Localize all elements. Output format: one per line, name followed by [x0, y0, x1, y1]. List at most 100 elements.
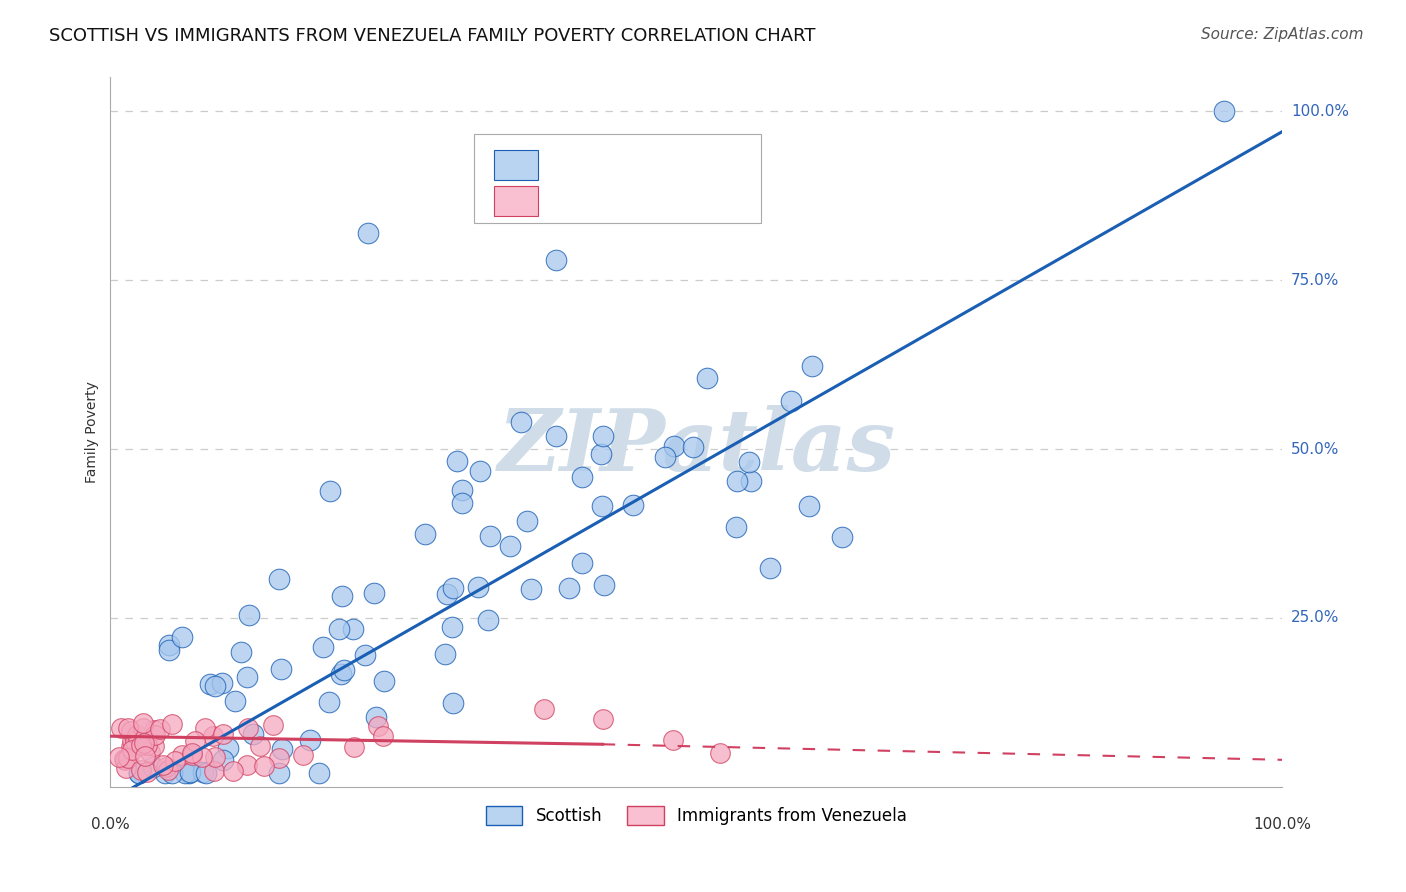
Point	[172, 747, 194, 762]
Point	[592, 428, 614, 442]
Text: N = 82: N = 82	[665, 156, 733, 174]
Text: 25.0%: 25.0%	[1291, 610, 1339, 625]
FancyBboxPatch shape	[474, 134, 761, 223]
Point	[128, 766, 150, 780]
Point	[132, 736, 155, 750]
Point	[135, 764, 157, 779]
Point	[129, 738, 152, 752]
Point	[544, 428, 567, 442]
Point	[134, 749, 156, 764]
Point	[367, 719, 389, 733]
Point	[165, 754, 187, 768]
Point	[194, 721, 217, 735]
Point	[143, 728, 166, 742]
Legend: Scottish, Immigrants from Venezuela: Scottish, Immigrants from Venezuela	[479, 799, 914, 831]
Point	[451, 496, 474, 510]
Text: N = 56: N = 56	[665, 193, 733, 211]
Text: 100.0%: 100.0%	[1254, 817, 1312, 832]
Y-axis label: Family Poverty: Family Poverty	[86, 381, 100, 483]
Point	[129, 764, 152, 778]
Point	[343, 739, 366, 754]
Point	[373, 673, 395, 688]
Point	[170, 631, 193, 645]
Point	[253, 759, 276, 773]
Point	[571, 470, 593, 484]
Point	[181, 747, 204, 762]
Point	[621, 499, 644, 513]
Point	[831, 530, 853, 544]
Text: ZIPatlas: ZIPatlas	[498, 405, 896, 488]
Point	[662, 732, 685, 747]
Point	[177, 766, 200, 780]
Text: 75.0%: 75.0%	[1291, 273, 1339, 287]
Text: 0.0%: 0.0%	[91, 817, 129, 832]
Point	[173, 766, 195, 780]
Point	[262, 717, 284, 731]
Point	[152, 758, 174, 772]
Point	[299, 732, 322, 747]
Point	[312, 640, 335, 655]
Point	[498, 539, 520, 553]
Point	[117, 721, 139, 735]
Point	[114, 753, 136, 767]
Point	[114, 761, 136, 775]
Point	[654, 450, 676, 465]
Text: Source: ZipAtlas.com: Source: ZipAtlas.com	[1201, 27, 1364, 42]
Point	[330, 666, 353, 681]
Point	[242, 727, 264, 741]
Point	[332, 664, 354, 678]
Point	[353, 648, 375, 662]
Point	[204, 749, 226, 764]
Point	[479, 528, 502, 542]
Point	[544, 252, 567, 267]
Point	[238, 608, 260, 623]
Point	[1212, 104, 1234, 119]
Point	[433, 647, 456, 661]
Point	[328, 622, 350, 636]
Text: 100.0%: 100.0%	[1291, 103, 1348, 119]
Point	[357, 226, 380, 240]
Point	[759, 561, 782, 575]
Point	[136, 738, 159, 752]
Point	[520, 582, 543, 597]
Text: R = 0.686: R = 0.686	[550, 156, 648, 174]
Point	[191, 764, 214, 779]
Point	[128, 766, 150, 780]
Point	[516, 514, 538, 528]
Point	[231, 645, 253, 659]
Point	[330, 589, 353, 603]
Point	[212, 753, 235, 767]
Point	[157, 764, 180, 778]
Point	[149, 722, 172, 736]
Point	[571, 557, 593, 571]
Point	[467, 580, 489, 594]
Point	[132, 716, 155, 731]
Point	[202, 764, 225, 778]
Point	[799, 499, 821, 513]
Point	[509, 415, 531, 429]
Text: R = -0.181: R = -0.181	[550, 193, 655, 211]
Point	[212, 727, 235, 741]
Point	[202, 729, 225, 743]
Point	[725, 475, 748, 489]
Point	[740, 474, 762, 488]
Point	[436, 587, 458, 601]
Point	[267, 751, 290, 765]
Point	[249, 739, 271, 754]
Point	[143, 723, 166, 738]
Point	[236, 758, 259, 772]
Point	[591, 500, 613, 514]
Point	[181, 746, 204, 760]
Point	[112, 752, 135, 766]
Point	[217, 741, 239, 756]
Point	[139, 745, 162, 759]
Point	[477, 613, 499, 627]
Point	[533, 702, 555, 716]
Point	[211, 676, 233, 690]
Point	[682, 441, 704, 455]
Point	[155, 760, 177, 774]
Point	[780, 393, 803, 408]
Point	[238, 721, 260, 735]
Point	[441, 581, 464, 595]
Point	[318, 695, 340, 709]
